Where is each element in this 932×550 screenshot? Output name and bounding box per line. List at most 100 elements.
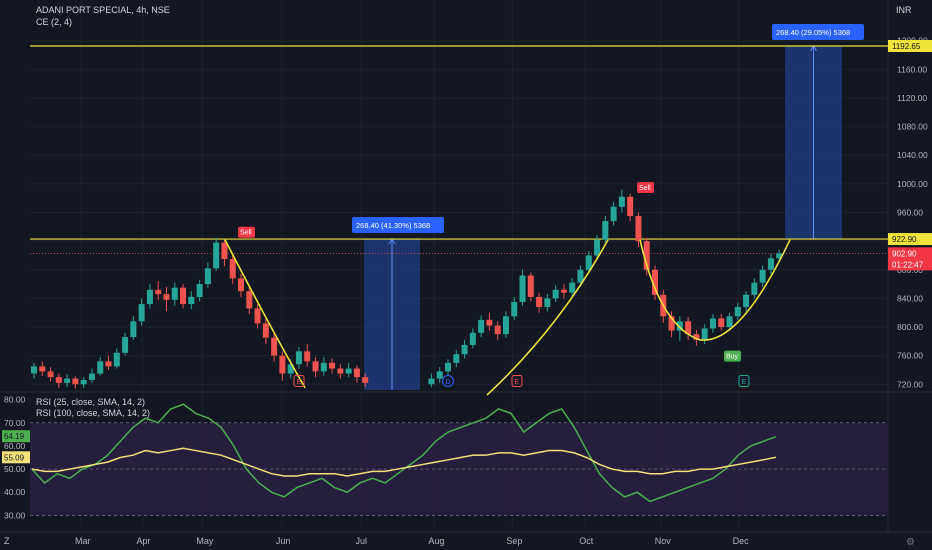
rsi-fast-label[interactable]: RSI (25, close, SMA, 14, 2)	[36, 397, 146, 407]
candle-body[interactable]	[337, 368, 344, 374]
candle-body[interactable]	[569, 282, 576, 293]
signal-buy-badge[interactable]	[724, 350, 741, 362]
candle-body[interactable]	[204, 268, 211, 285]
candle-body[interactable]	[469, 332, 476, 345]
candle-body[interactable]	[527, 275, 534, 297]
candle-body[interactable]	[362, 377, 369, 383]
candle-body[interactable]	[271, 337, 278, 356]
candle-body[interactable]	[113, 352, 120, 367]
rsi-slow-label[interactable]: RSI (100, close, SMA, 14, 2)	[36, 408, 151, 418]
candle-body[interactable]	[88, 373, 95, 380]
candle-body[interactable]	[229, 259, 236, 279]
pattern-curve[interactable]	[486, 239, 609, 396]
candle-body[interactable]	[72, 378, 79, 385]
candle-body[interactable]	[80, 379, 87, 385]
candle-body[interactable]	[188, 296, 195, 305]
candle-body[interactable]	[585, 255, 592, 270]
candle-body[interactable]	[122, 337, 129, 353]
candle-body[interactable]	[345, 368, 352, 374]
candle-body[interactable]	[652, 269, 658, 295]
candle-body[interactable]	[701, 328, 708, 340]
candle-body[interactable]	[31, 366, 37, 374]
candle-body[interactable]	[519, 275, 526, 302]
candle-body[interactable]	[254, 308, 261, 324]
candle-body[interactable]	[238, 278, 244, 292]
event-marker[interactable]	[293, 375, 305, 387]
candle-body[interactable]	[445, 362, 451, 372]
candle-body[interactable]	[320, 362, 327, 372]
candle-body[interactable]	[312, 361, 319, 372]
candle-body[interactable]	[494, 325, 501, 335]
candle-body[interactable]	[171, 287, 178, 300]
candle-body[interactable]	[436, 371, 443, 379]
candle-body[interactable]	[180, 287, 187, 305]
candle-body[interactable]	[486, 319, 493, 326]
candle-body[interactable]	[718, 318, 725, 328]
candle-body[interactable]	[47, 371, 54, 378]
rsi-fast-line[interactable]	[31, 403, 777, 503]
candle-body[interactable]	[627, 196, 634, 217]
candle-body[interactable]	[55, 377, 62, 383]
candle-body[interactable]	[577, 269, 584, 283]
candle-body[interactable]	[685, 321, 692, 335]
settings-gear-icon[interactable]: ⚙	[906, 537, 915, 548]
candle-body[interactable]	[353, 368, 360, 378]
price-pane[interactable]: 268.40 (41.30%) 5368 268.40 (29.05%) 5368…	[30, 23, 888, 396]
candle-body[interactable]	[64, 378, 71, 383]
candle-body[interactable]	[155, 289, 162, 295]
candle-body[interactable]	[726, 316, 733, 328]
candle-body[interactable]	[668, 316, 675, 331]
candle-body[interactable]	[146, 289, 153, 305]
event-marker[interactable]	[511, 375, 523, 387]
candle-body[interactable]	[544, 298, 551, 307]
candle-body[interactable]	[502, 316, 509, 335]
candle-body[interactable]	[287, 364, 294, 374]
candle-body[interactable]	[163, 294, 170, 300]
candle-body[interactable]	[610, 206, 617, 222]
event-marker[interactable]	[442, 375, 454, 387]
pattern-curve[interactable]	[639, 239, 791, 341]
ce-indicator-label[interactable]: CE (2, 4)	[36, 17, 73, 27]
candle-body[interactable]	[295, 351, 302, 365]
symbol-title[interactable]: ADANI PORT SPECIAL, 4h, NSE	[36, 5, 170, 15]
candle-body[interactable]	[643, 241, 650, 270]
candle-body[interactable]	[776, 253, 783, 259]
candle-body[interactable]	[536, 296, 543, 307]
candle-body[interactable]	[329, 362, 336, 369]
candle-body[interactable]	[618, 196, 625, 207]
candle-body[interactable]	[262, 323, 269, 338]
pattern-curve[interactable]	[224, 239, 306, 389]
candle-body[interactable]	[213, 242, 220, 269]
rsi-pane[interactable]	[30, 403, 888, 516]
candle-body[interactable]	[428, 378, 435, 385]
candle-body[interactable]	[478, 319, 485, 333]
candle-body[interactable]	[767, 258, 774, 270]
rsi-slow-line[interactable]	[31, 447, 777, 477]
candle-body[interactable]	[130, 321, 137, 338]
candle-body[interactable]	[97, 361, 104, 374]
candle-body[interactable]	[552, 289, 559, 299]
candle-body[interactable]	[602, 221, 609, 240]
candle-body[interactable]	[453, 354, 460, 363]
candle-body[interactable]	[221, 242, 228, 260]
candle-body[interactable]	[751, 282, 758, 295]
signal-sell-badge[interactable]	[238, 226, 255, 238]
candle-body[interactable]	[560, 289, 567, 293]
candle-body[interactable]	[138, 304, 145, 322]
candle-body[interactable]	[734, 306, 741, 317]
candle-body[interactable]	[39, 366, 46, 372]
candle-body[interactable]	[676, 321, 683, 331]
candle-body[interactable]	[594, 239, 601, 256]
candle-body[interactable]	[635, 216, 642, 242]
candle-body[interactable]	[693, 334, 700, 340]
candle-body[interactable]	[709, 318, 716, 329]
event-marker[interactable]	[738, 375, 750, 387]
candle-body[interactable]	[196, 284, 203, 297]
candle-body[interactable]	[279, 355, 286, 374]
candle-body[interactable]	[246, 291, 253, 309]
candle-body[interactable]	[511, 301, 518, 317]
candle-body[interactable]	[105, 361, 112, 367]
candle-body[interactable]	[461, 344, 468, 355]
candle-body[interactable]	[743, 294, 750, 307]
signal-sell-badge[interactable]	[637, 182, 654, 194]
